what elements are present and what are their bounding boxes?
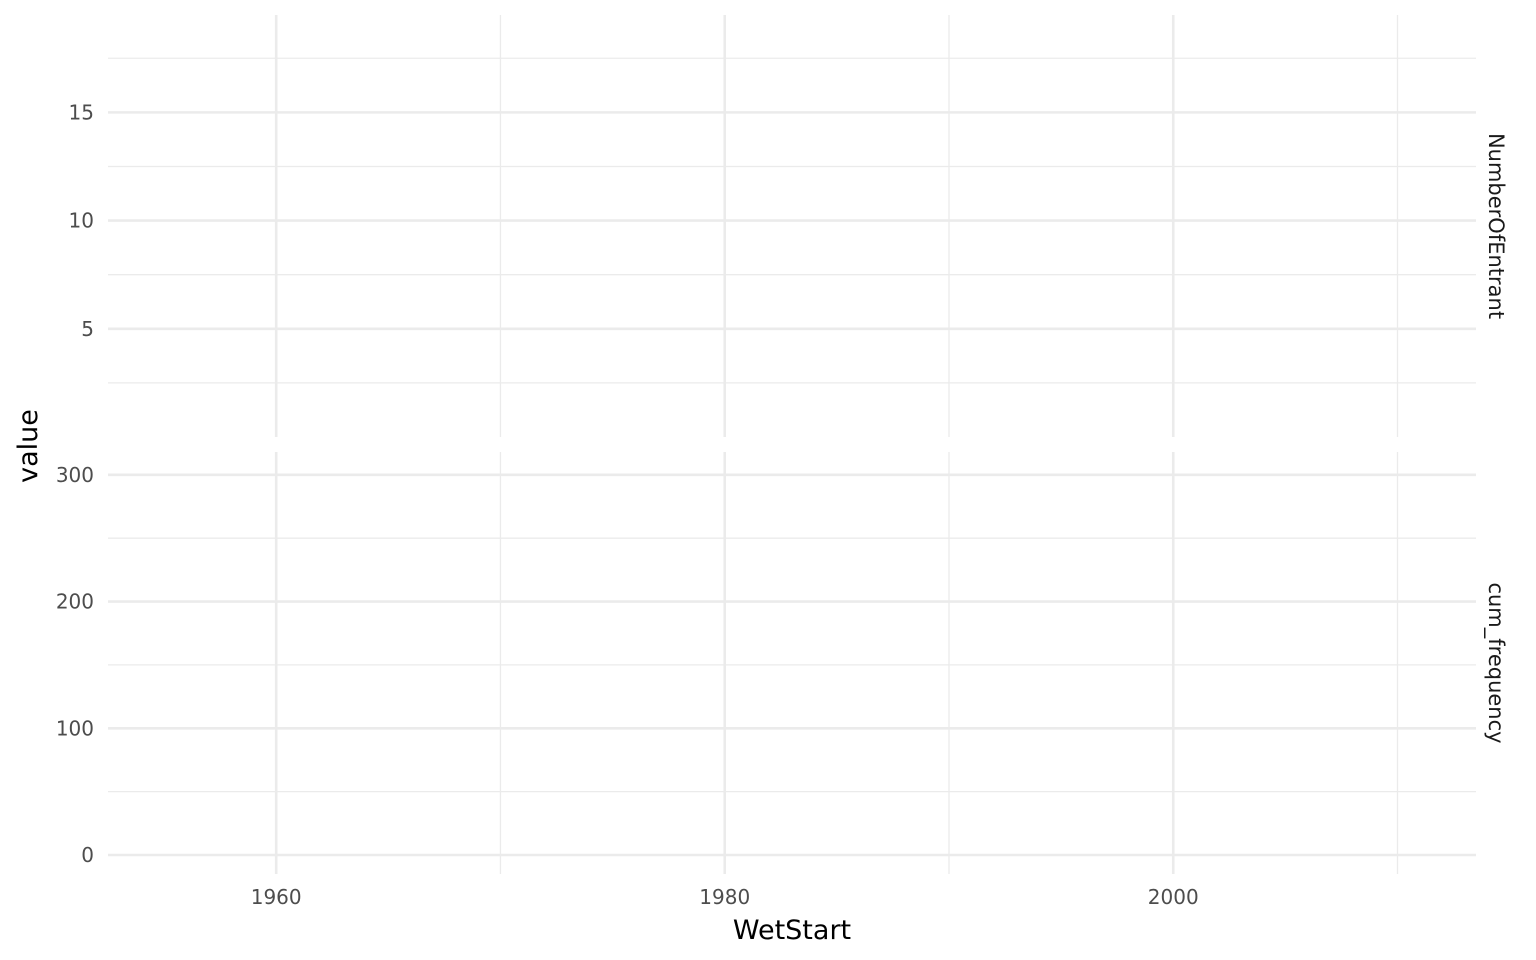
x-axis-title: WetStart [733, 915, 851, 946]
facet-panel-2: 0 100 200 300 cum_frequency [56, 452, 1508, 874]
x-tick-label: 2000 [1148, 885, 1199, 909]
x-tick-label: 1960 [251, 885, 302, 909]
y-tick-label: 0 [81, 843, 94, 867]
y-tick-label: 100 [56, 716, 94, 740]
x-tick-label: 1980 [699, 885, 750, 909]
facet-strip-label: cum_frequency [1483, 582, 1508, 743]
y-tick-label: 5 [81, 317, 94, 341]
facet-strip-label: NumberOfEntrant [1484, 133, 1508, 319]
panels: 5 10 15 NumberOfEntrant 0 100 200 300 cum_freque… [56, 15, 1508, 909]
x-axis-ticks: 1960 1980 2000 [251, 885, 1199, 909]
y-axis-title: value [13, 409, 44, 483]
y-tick-label: 200 [56, 590, 94, 614]
y-tick-label: 300 [56, 463, 94, 487]
y-tick-label: 10 [69, 209, 94, 233]
facet-panel-1: 5 10 15 NumberOfEntrant [69, 15, 1508, 437]
y-tick-label: 15 [69, 100, 94, 124]
